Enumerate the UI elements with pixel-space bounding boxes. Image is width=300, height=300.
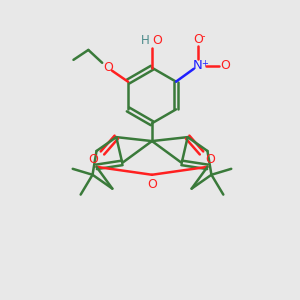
- Text: O: O: [88, 153, 98, 167]
- Text: -: -: [202, 31, 206, 41]
- Text: O: O: [220, 59, 230, 72]
- Text: O: O: [152, 34, 162, 46]
- Text: O: O: [147, 178, 157, 191]
- Text: N: N: [193, 59, 203, 72]
- Text: +: +: [201, 59, 208, 68]
- Text: O: O: [206, 153, 215, 167]
- Text: O: O: [103, 61, 113, 74]
- Text: H: H: [141, 34, 149, 46]
- Text: O: O: [193, 32, 203, 46]
